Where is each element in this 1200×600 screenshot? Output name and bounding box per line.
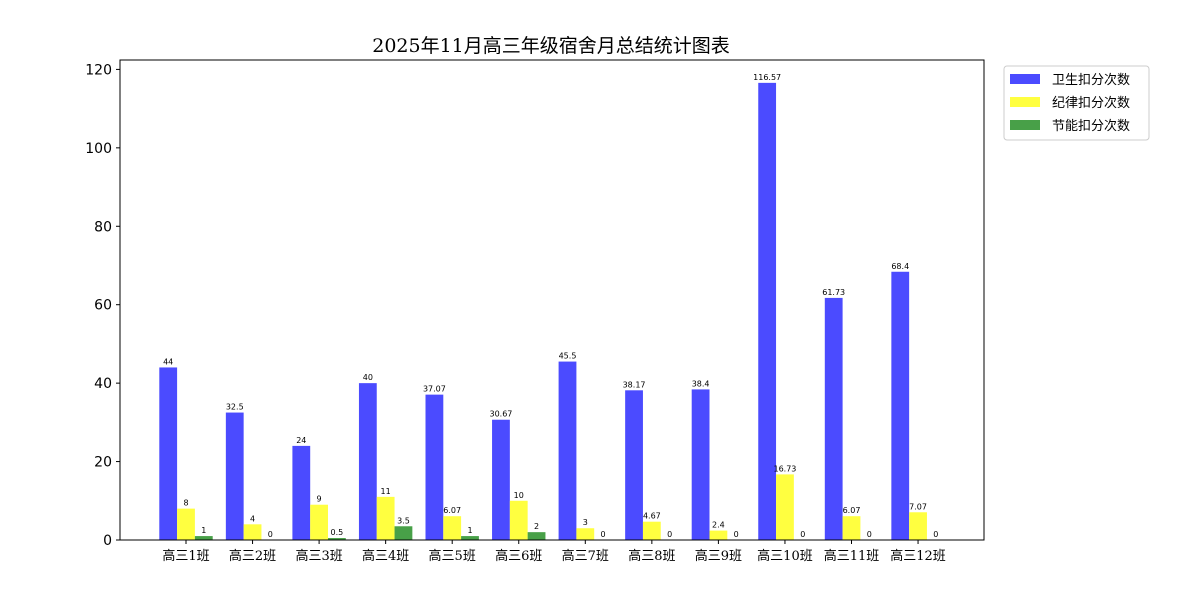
y-tick-label: 0 [103, 533, 112, 549]
bar-3-3 [328, 538, 346, 540]
data-label: 0 [601, 530, 606, 539]
data-label: 0 [933, 530, 938, 539]
data-label: 0 [734, 530, 739, 539]
x-tick-label: 高三11班 [824, 548, 880, 564]
data-label: 0.5 [331, 528, 344, 537]
bar-2-6 [509, 500, 528, 540]
bar-2-7 [576, 528, 595, 540]
bar-2-8 [642, 521, 661, 540]
data-label: 0 [867, 530, 872, 539]
data-label: 2.4 [712, 521, 725, 530]
bars-layer [159, 82, 927, 541]
data-label: 6.07 [443, 506, 461, 515]
data-label: 11 [381, 487, 391, 496]
chart-title: 2025年11月高三年级宿舍月总结统计图表 [372, 35, 730, 57]
x-tick-label: 高三6班 [495, 548, 542, 564]
data-label: 0 [268, 530, 273, 539]
data-label: 4.67 [643, 512, 661, 521]
x-tick-label: 高三7班 [562, 548, 609, 564]
bar-1-1 [159, 367, 178, 540]
x-tick-label: 高三8班 [628, 548, 675, 564]
legend-label: 节能扣分次数 [1052, 118, 1130, 134]
bar-2-10 [776, 474, 794, 540]
bar-2-5 [443, 516, 462, 540]
bar-1-2 [225, 412, 244, 540]
bar-2-3 [310, 504, 328, 540]
data-label: 30.67 [489, 410, 512, 419]
y-tick-label: 20 [94, 455, 112, 471]
x-tick-label: 高三3班 [295, 548, 342, 564]
data-label: 68.4 [891, 262, 909, 271]
axes-layer: 020406080100120高三1班 高三2班 高三3班 高三4班 高三5班 高三6班高… [85, 59, 985, 564]
legend-box [1003, 65, 1150, 141]
bar-2-1 [177, 508, 195, 540]
bar-3-4 [394, 526, 413, 540]
x-tick-label: 高三10班 [757, 548, 813, 564]
data-label: 37.07 [423, 385, 446, 394]
bar-2-2 [243, 524, 262, 540]
legend-swatch [1010, 97, 1040, 107]
data-label: 2 [534, 522, 539, 531]
x-tick-label: 高三12班 [890, 548, 946, 564]
data-label: 9 [317, 495, 322, 504]
x-tick-label: 高三1班 [162, 548, 209, 564]
y-tick-label: 40 [94, 376, 112, 392]
data-label: 0 [800, 530, 805, 539]
bar-1-8 [625, 390, 643, 540]
y-tick-label: 100 [85, 141, 112, 157]
data-label: 38.4 [692, 379, 710, 388]
bar-2-11 [842, 516, 861, 540]
y-tick-label: 60 [94, 298, 112, 314]
bar-1-5 [425, 394, 444, 540]
legend-label: 卫生扣分次数 [1052, 72, 1130, 88]
x-tick-label: 高三5班 [429, 548, 476, 564]
data-label: 61.73 [822, 288, 845, 297]
legend-swatch [1010, 120, 1040, 130]
legend-swatch [1010, 74, 1040, 84]
data-label: 40 [363, 373, 373, 382]
data-label: 4 [250, 514, 255, 523]
data-label: 24 [296, 436, 306, 445]
plot-frame [119, 59, 985, 541]
data-label: 1 [201, 526, 206, 535]
bar-1-6 [492, 419, 510, 540]
data-label: 10 [514, 491, 524, 500]
data-label: 44 [163, 357, 173, 366]
data-label: 7.07 [909, 502, 927, 511]
x-tick-label: 高三2班 [229, 548, 276, 564]
bar-1-12 [891, 271, 910, 540]
bar-2-4 [376, 496, 395, 540]
data-label: 16.73 [773, 464, 796, 473]
bar-2-9 [709, 530, 728, 540]
data-label: 3.5 [397, 516, 410, 525]
data-label: 8 [183, 499, 188, 508]
bar-1-10 [758, 82, 777, 541]
x-tick-label: 高三9班 [695, 548, 742, 564]
data-label: 6.07 [843, 506, 861, 515]
bar-1-11 [824, 297, 843, 540]
bar-2-12 [909, 512, 927, 540]
legend-label: 纪律扣分次数 [1052, 95, 1130, 111]
bar-3-6 [527, 532, 546, 540]
bar-1-7 [558, 361, 577, 540]
data-label: 3 [583, 518, 588, 527]
bar-1-9 [691, 389, 710, 540]
y-tick-label: 120 [85, 62, 112, 78]
data-label: 38.17 [623, 380, 646, 389]
data-label: 45.5 [559, 352, 577, 361]
bar-1-4 [358, 383, 377, 540]
data-label: 32.5 [226, 403, 244, 412]
bar-1-3 [292, 445, 311, 540]
bar-3-5 [461, 536, 479, 540]
y-tick-label: 80 [94, 219, 112, 235]
bar-3-1 [194, 536, 213, 540]
data-label: 0 [667, 530, 672, 539]
x-tick-label: 高三4班 [362, 548, 409, 564]
data-label: 116.57 [753, 73, 781, 82]
data-label: 1 [467, 526, 472, 535]
